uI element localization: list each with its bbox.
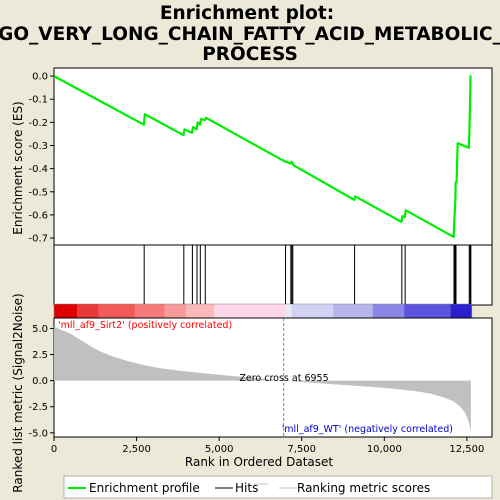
legend-enrichment-label: Enrichment profile xyxy=(89,481,200,495)
hits-panel xyxy=(53,244,493,306)
x-tick-label: 10,000 xyxy=(367,444,402,455)
metric-area xyxy=(54,318,471,437)
es-y-tick-label: 0.0 xyxy=(32,72,48,83)
heatmap-segment xyxy=(291,304,334,318)
x-axis: 0 2,500 5,000 7,500 10,000 12,500 xyxy=(51,437,484,455)
enrichment-profile xyxy=(53,74,472,239)
heatmap-segment xyxy=(134,304,165,318)
heatmap-segment xyxy=(186,304,215,318)
heatmap-segment xyxy=(372,304,405,318)
x-tick-label: 2,500 xyxy=(122,444,151,455)
metric-y-tick-label: 5.0 xyxy=(32,324,48,335)
chart-title-line-1: Enrichment plot: xyxy=(160,3,334,24)
heatmap-segment xyxy=(54,304,78,318)
rank-heatmap-bar xyxy=(53,303,473,319)
legend xyxy=(63,475,493,499)
heatmap-segment xyxy=(164,304,187,318)
metric-y-axis-label: Ranked list metric (Signal2Noise) xyxy=(11,293,25,492)
heatmap-segment xyxy=(214,304,286,318)
es-y-tick-label: -0.3 xyxy=(28,141,48,152)
zero-cross-label: Zero cross at 6955 xyxy=(239,373,328,384)
chart-title-line-3: PROCESS xyxy=(202,44,298,65)
heatmap-segment xyxy=(285,304,292,318)
x-tick-label: 5,000 xyxy=(205,444,234,455)
enrichment-series-line xyxy=(53,74,472,239)
metric-y-axis: 5.0 2.5 0.0 -2.5 -5.0 xyxy=(28,324,54,439)
x-tick-label: 7,500 xyxy=(287,444,316,455)
es-y-tick-label: -0.4 xyxy=(28,164,48,175)
metric-y-tick-label: 2.5 xyxy=(32,350,48,361)
es-y-axis-label: Enrichment score (ES) xyxy=(11,101,25,234)
metric-y-tick-label: 0.0 xyxy=(32,376,48,387)
es-panel xyxy=(53,67,493,246)
positive-correlation-label: 'mll_af9_Sirt2' (positively correlated) xyxy=(58,320,232,331)
es-y-tick-label: -0.7 xyxy=(28,234,48,245)
heatmap-segment xyxy=(404,304,451,318)
heatmap-segment xyxy=(77,304,99,318)
metric-y-tick-label: -5.0 xyxy=(28,428,48,439)
es-y-tick-label: -0.5 xyxy=(28,187,48,198)
legend-hits-label: Hits xyxy=(235,481,258,495)
metric-y-tick-label: -2.5 xyxy=(28,402,48,413)
metric-area-fill xyxy=(54,326,471,432)
es-y-tick-label: -0.2 xyxy=(28,118,48,129)
x-axis-label: Rank in Ordered Dataset xyxy=(185,455,333,469)
heatmap-segment xyxy=(450,304,472,318)
es-y-tick-label: -0.6 xyxy=(28,210,48,221)
negative-correlation-label: 'mll_af9_WT' (negatively correlated) xyxy=(282,424,453,435)
hit-lines xyxy=(143,245,472,304)
heatmap-segment xyxy=(98,304,135,318)
heatmap-segment xyxy=(333,304,373,318)
x-tick-label: 0 xyxy=(51,444,57,455)
legend-metric-label: Ranking metric scores xyxy=(297,481,430,495)
x-tick-label: 12,500 xyxy=(449,444,484,455)
es-y-axis: 0.0 -0.1 -0.2 -0.3 -0.4 -0.5 -0.6 -0.7 xyxy=(28,72,54,245)
chart-title-line-2: GO_VERY_LONG_CHAIN_FATTY_ACID_METABOLIC_ xyxy=(0,24,500,45)
es-y-tick-label: -0.1 xyxy=(28,95,48,106)
